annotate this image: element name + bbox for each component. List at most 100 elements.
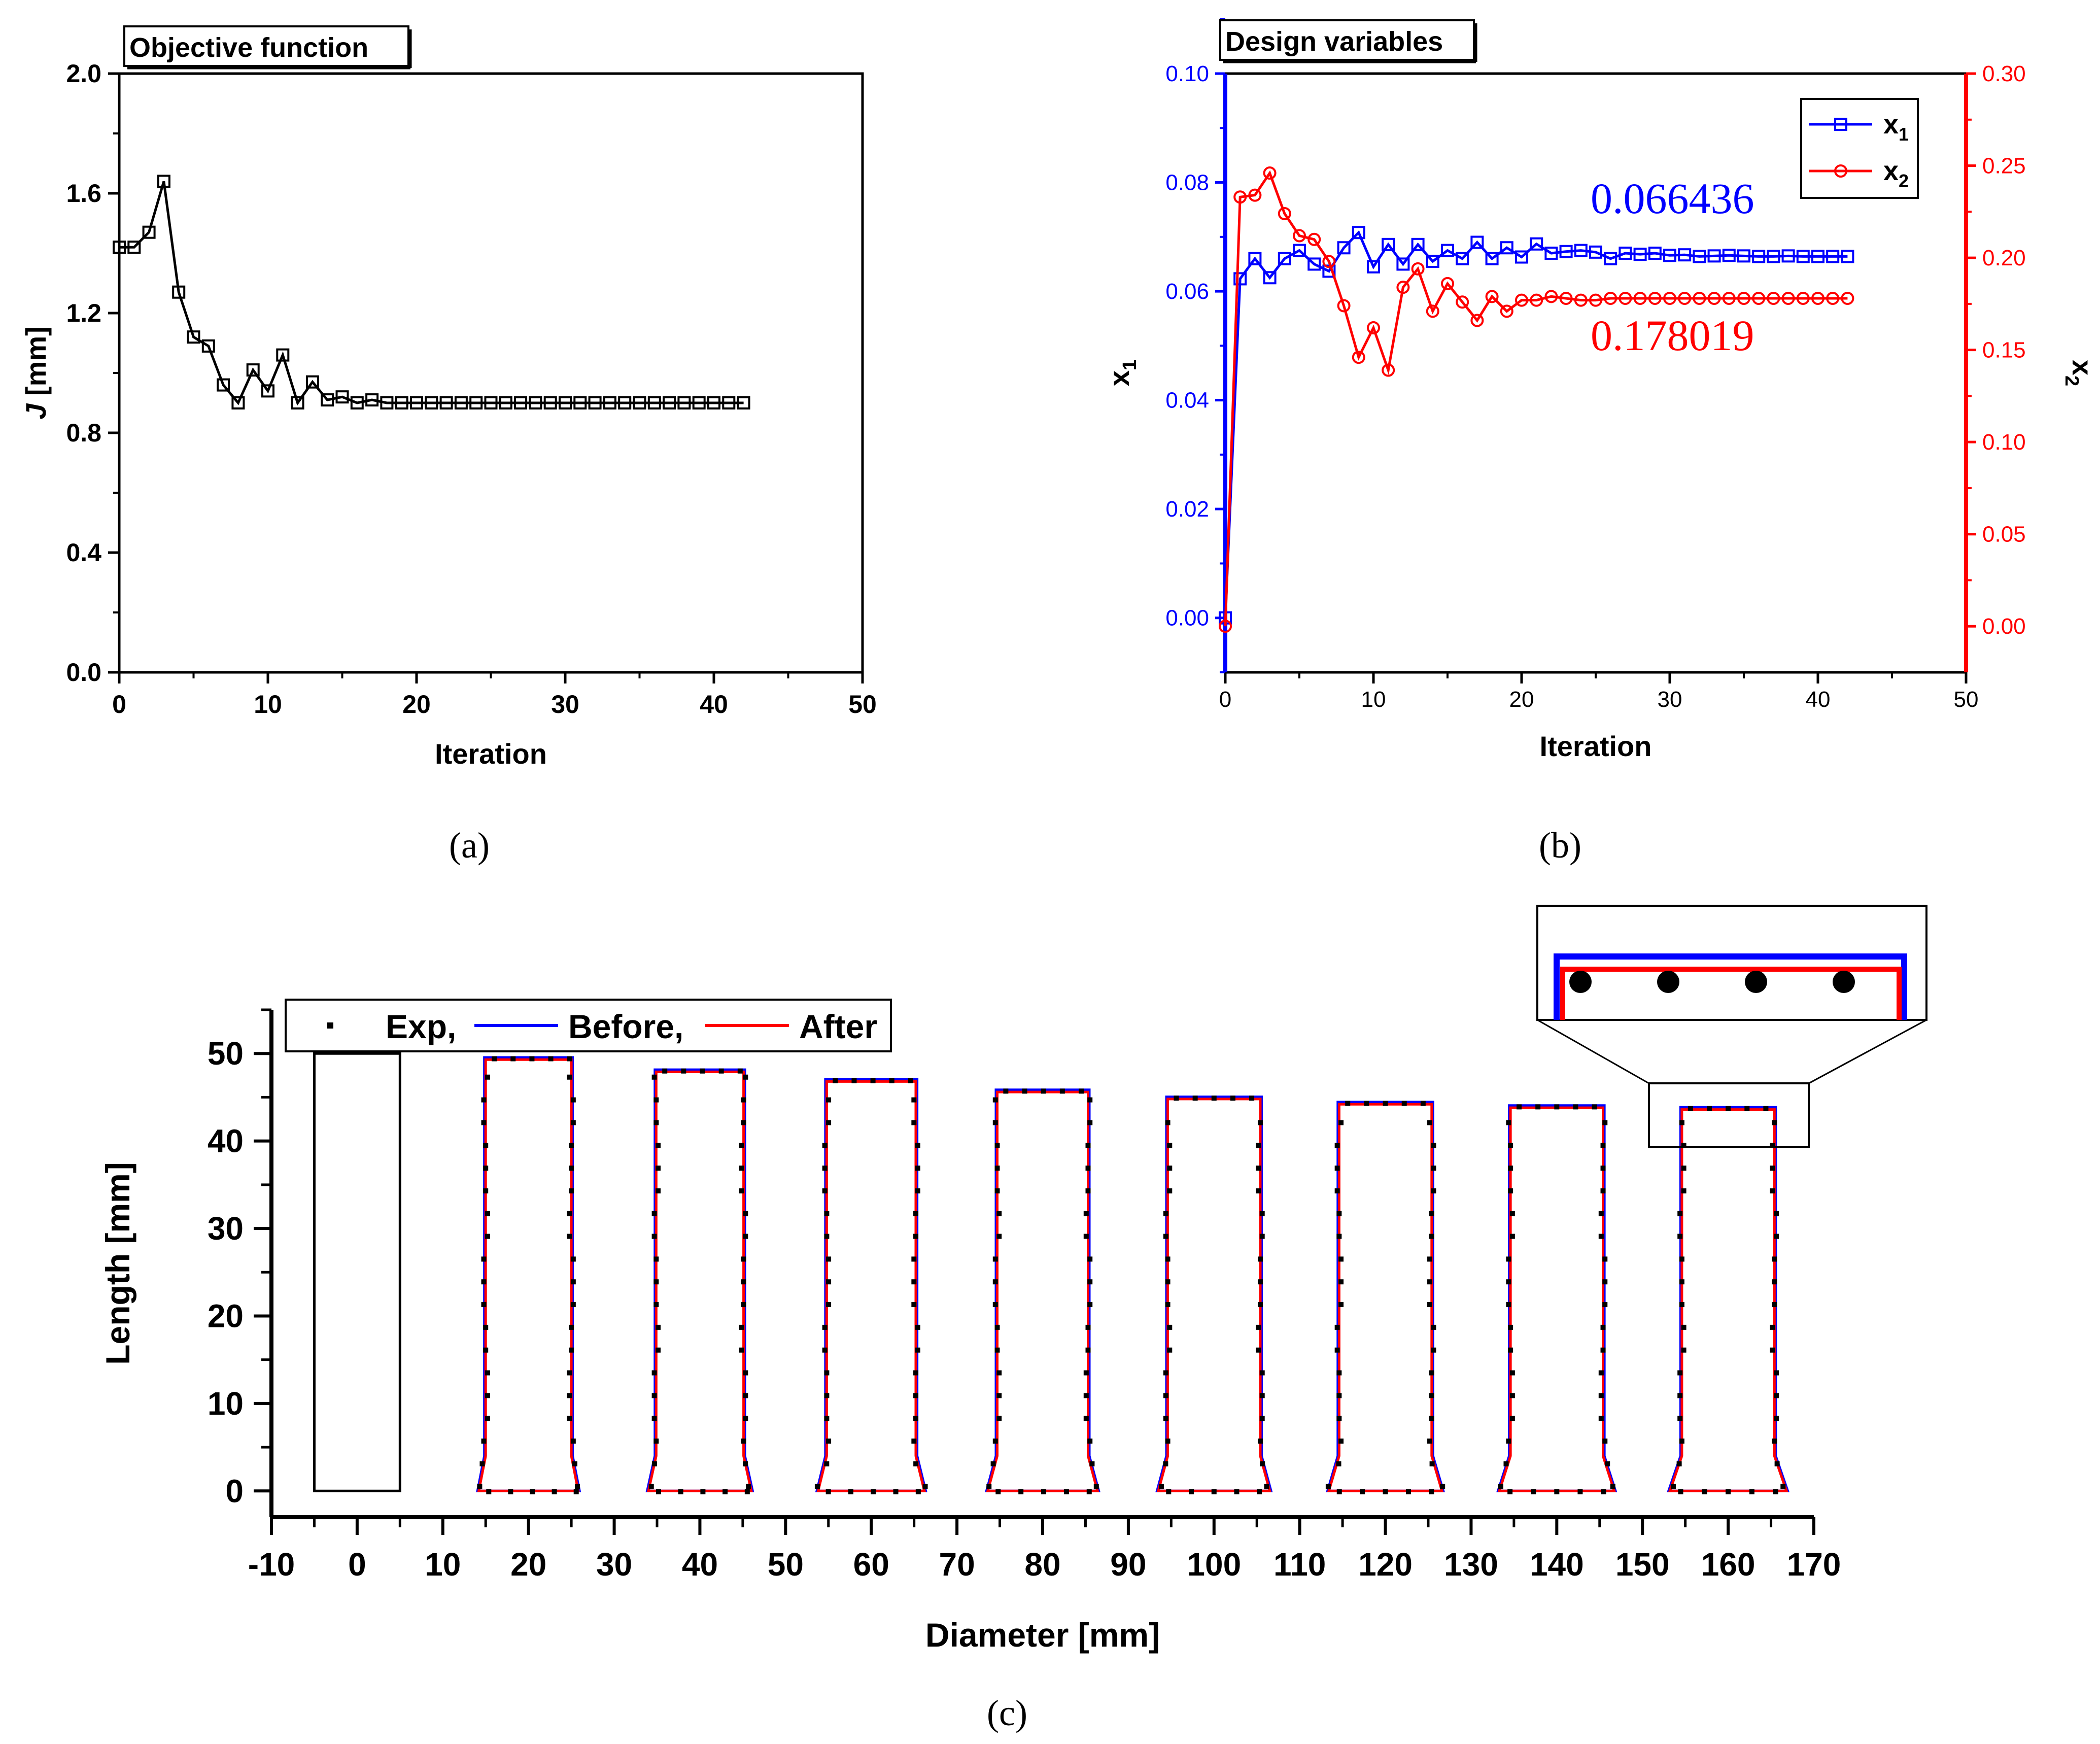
exp-point [485, 1234, 490, 1239]
exp-point [1165, 1279, 1171, 1285]
exp-point [1085, 1347, 1091, 1353]
x-tick-label: 0 [348, 1546, 366, 1583]
data-point [276, 348, 290, 362]
data-point-x2 [1604, 291, 1617, 305]
data-point-x1 [1841, 250, 1854, 263]
exp-point [653, 1256, 659, 1262]
exp-point [1774, 1211, 1779, 1216]
exp-point [1602, 1302, 1608, 1308]
data-point [291, 396, 304, 409]
y-tick-label: 30 [208, 1210, 244, 1247]
exp-point [1772, 1256, 1777, 1262]
exp-point [1577, 1489, 1583, 1494]
x-tick-label: 120 [1358, 1546, 1413, 1583]
exp-point [915, 1188, 920, 1193]
exp-point [1167, 1188, 1173, 1193]
exp-point [992, 1302, 998, 1308]
exp-point [737, 1068, 743, 1074]
after-profile [986, 1090, 1099, 1492]
exp-point [1554, 1489, 1560, 1494]
exp-point [1336, 1416, 1342, 1421]
exp-point [741, 1256, 746, 1262]
data-point-x2 [1811, 291, 1824, 305]
data-point [737, 396, 750, 409]
exp-point [483, 1188, 489, 1193]
exp-point [822, 1143, 828, 1148]
exp-point [1338, 1120, 1344, 1125]
exp-point [1598, 1370, 1604, 1376]
exp-point [1257, 1120, 1263, 1125]
data-point-x2 [1293, 229, 1306, 243]
exp-point [481, 1097, 487, 1103]
zoom-connector [1808, 1019, 1927, 1084]
exp-point [893, 1489, 899, 1494]
exp-point [477, 1484, 483, 1489]
exp-point [486, 1489, 492, 1494]
data-point [201, 339, 215, 353]
data-point-x2 [1515, 293, 1528, 307]
exp-point [995, 1489, 1001, 1494]
exp-point [1325, 1484, 1331, 1489]
exp-point [1506, 1120, 1511, 1125]
panel-b-design-variables-chart: 0 10 20 30 40 50 0.00 0.02 0.04 0.06 0.08 0.10 0.00 0… [1103, 18, 2098, 762]
exp-point [567, 1074, 572, 1080]
exp-point [570, 1439, 576, 1444]
x-tick-label: 50 [848, 690, 877, 719]
exp-point [1260, 1461, 1265, 1466]
x-tick-label: 170 [1787, 1546, 1841, 1583]
exp-point [822, 1188, 828, 1193]
exp-point [915, 1347, 920, 1353]
exp-point [651, 1370, 657, 1376]
data-point [499, 396, 512, 409]
exp-point [743, 1074, 748, 1080]
exp-point [1163, 1393, 1168, 1398]
exp-point [570, 1120, 576, 1125]
before-profile [1155, 1096, 1273, 1492]
exp-point [1163, 1416, 1168, 1421]
after-profile [1156, 1098, 1271, 1492]
exp-point [1334, 1324, 1340, 1330]
exp-point [1087, 1302, 1093, 1308]
exp-point [1166, 1489, 1172, 1494]
exp-point [1600, 1166, 1606, 1171]
exp-point [822, 1324, 828, 1330]
exp-point [1264, 1484, 1269, 1489]
x-tick-label: 50 [768, 1546, 804, 1583]
inset-frame [1536, 905, 1927, 1021]
plot-frame [118, 72, 864, 674]
exp-point [485, 1393, 490, 1398]
exp-point [826, 1279, 832, 1285]
exp-point [1600, 1347, 1606, 1353]
data-point-x2 [1219, 620, 1232, 633]
legend-box [1800, 98, 1919, 199]
data-point-x2 [1278, 207, 1291, 220]
data-point-x2 [1559, 291, 1573, 305]
exp-point [1774, 1416, 1779, 1421]
inset-exp-point [1569, 971, 1592, 993]
series-line-x1 [1224, 230, 1848, 618]
zoom-connector [1537, 1019, 1649, 1084]
exp-point [1256, 1188, 1261, 1193]
exp-point [1506, 1279, 1511, 1285]
exp-point [570, 1256, 576, 1262]
data-point [410, 396, 423, 409]
data-point-x2 [1441, 277, 1454, 290]
data-point [157, 175, 170, 188]
data-point [261, 384, 274, 398]
data-point-x1 [1322, 264, 1336, 278]
data-point [722, 396, 736, 409]
exp-point [567, 1056, 572, 1062]
exp-point [1234, 1489, 1240, 1494]
exp-point [567, 1211, 572, 1216]
exp-point [1770, 1347, 1775, 1353]
exp-point [1083, 1370, 1089, 1376]
x-tick-label: 100 [1187, 1546, 1241, 1583]
before-profile [1667, 1106, 1790, 1492]
exp-point [743, 1393, 748, 1398]
exp-point [656, 1347, 661, 1353]
exp-point [913, 1416, 919, 1421]
exp-point [1531, 1489, 1536, 1494]
x-tick-label: 10 [425, 1546, 461, 1583]
data-point-x2 [1456, 295, 1469, 309]
x-tick-label: 40 [700, 690, 728, 719]
